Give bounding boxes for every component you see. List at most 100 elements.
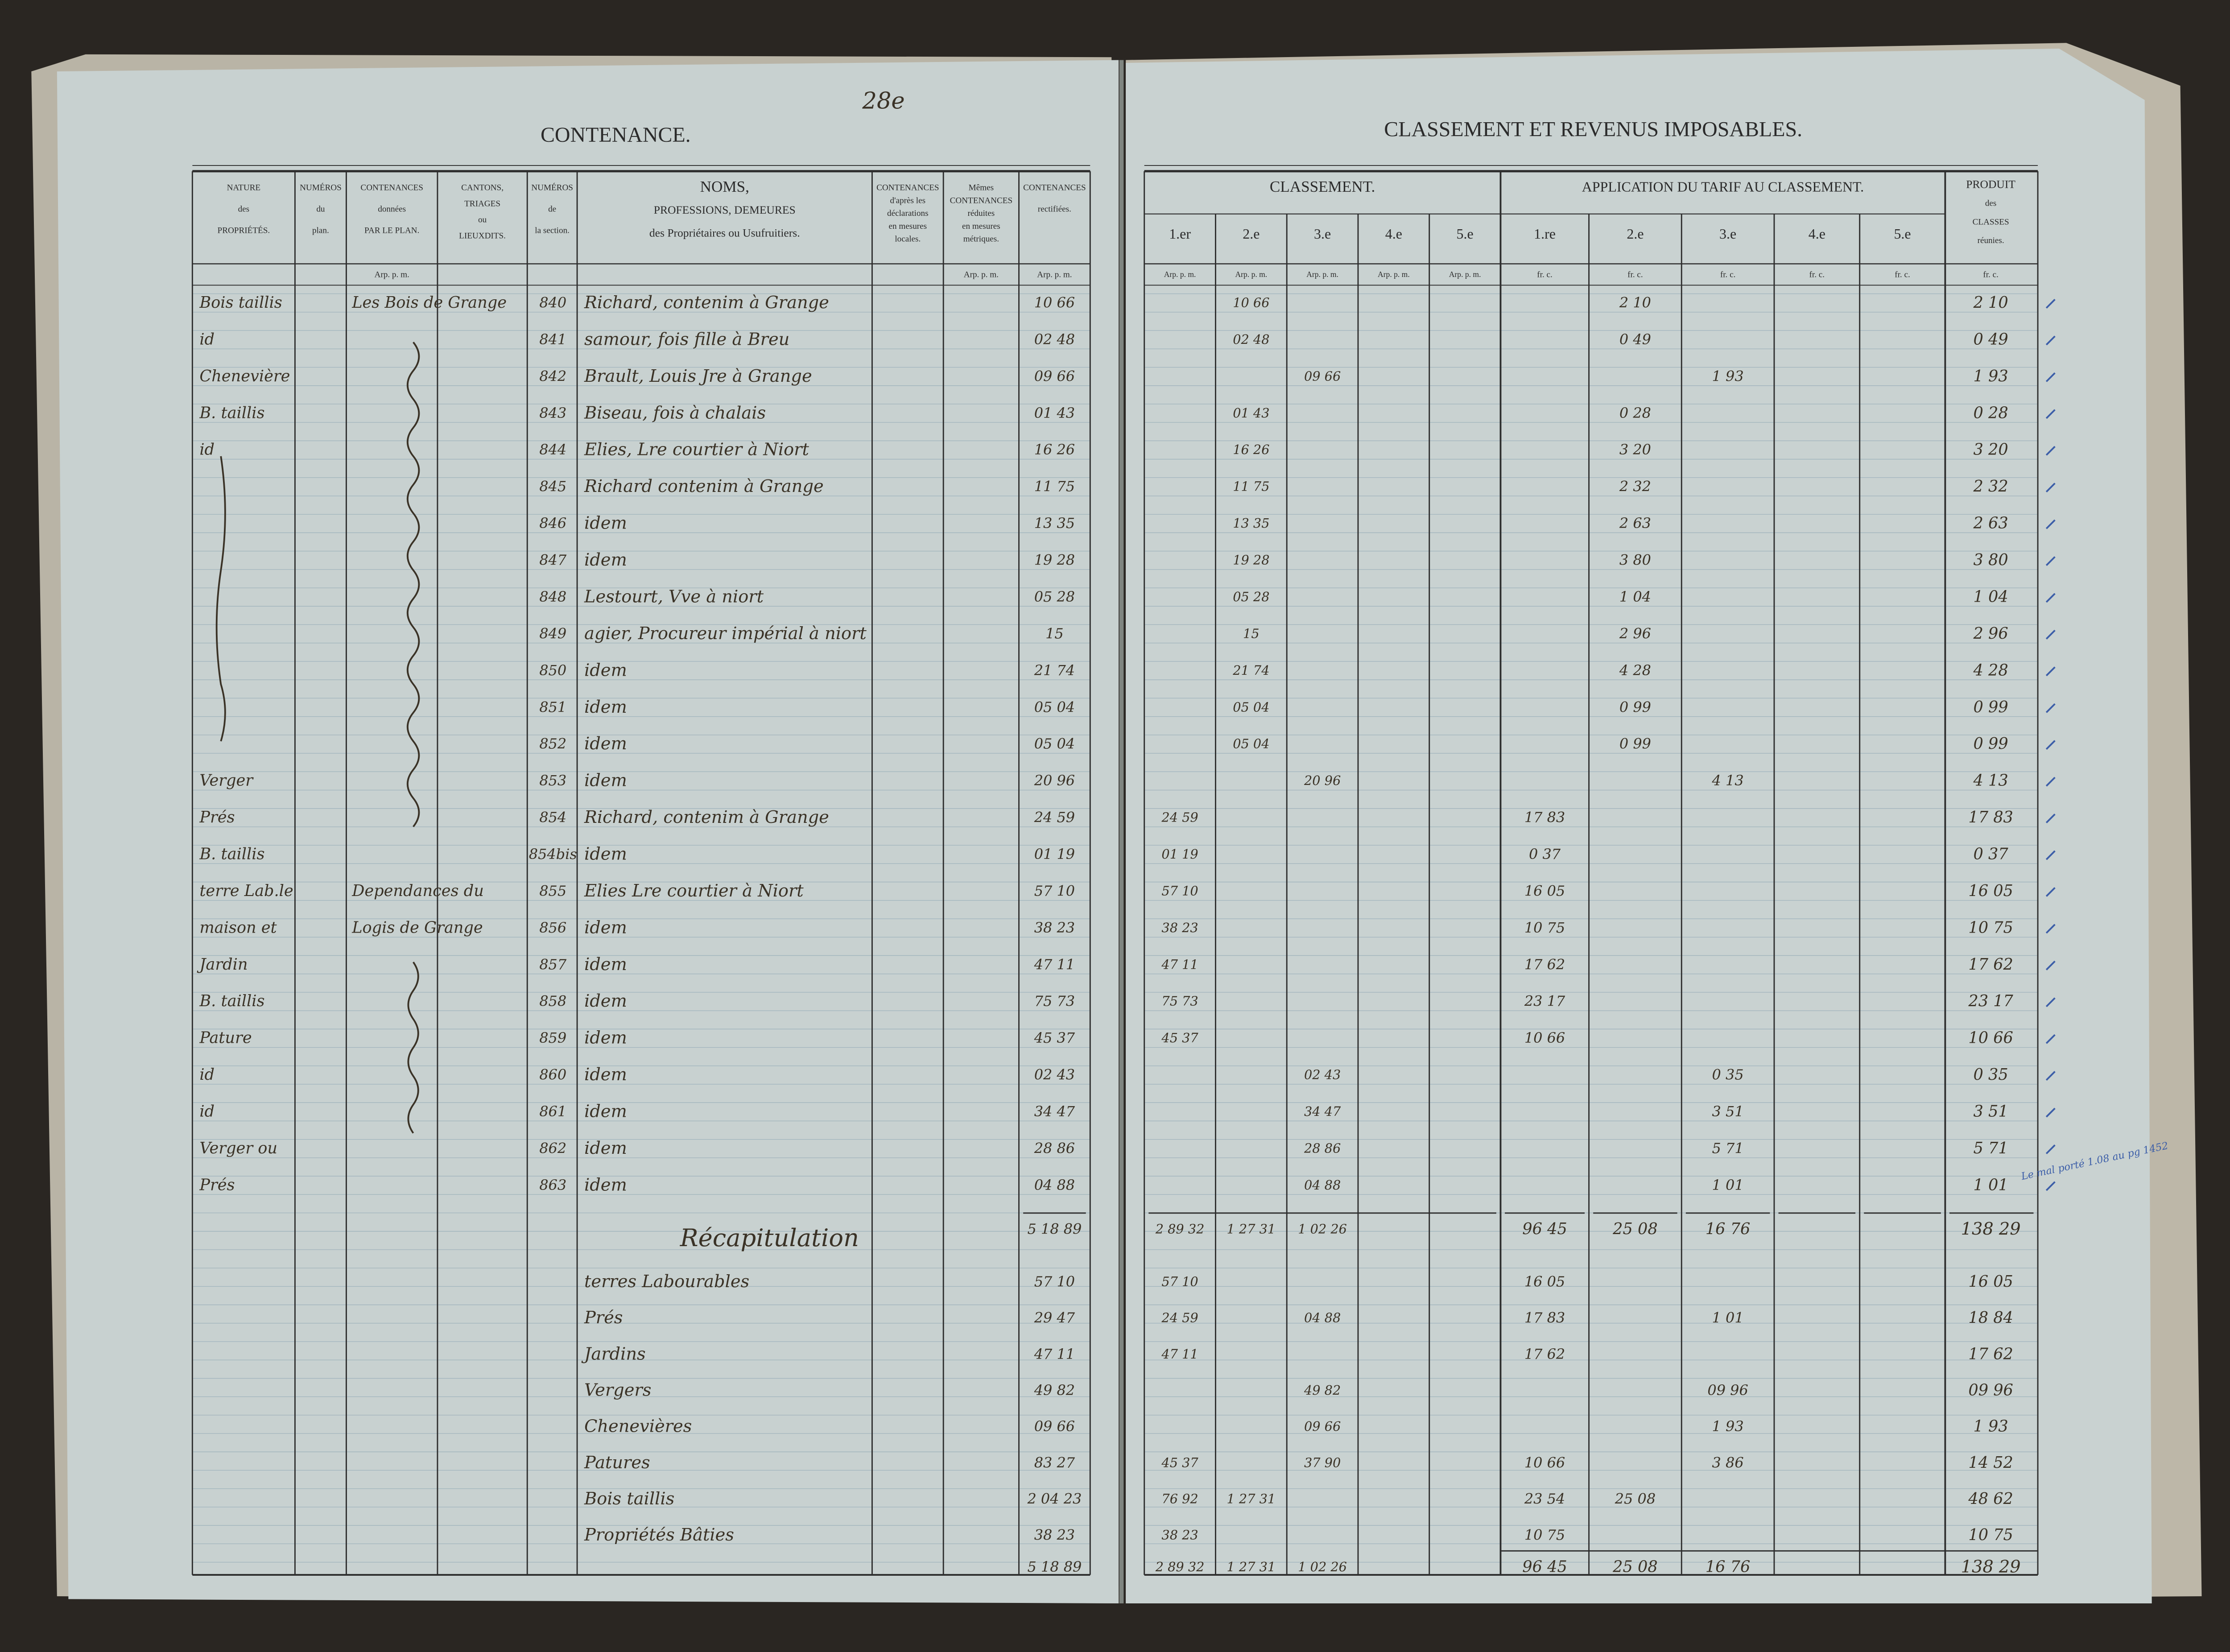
column-header: rectifiées. (1038, 205, 1071, 214)
tarif-value: 1 93 (1712, 368, 1744, 384)
contenance: 20 96 (1034, 772, 1075, 789)
classement-value: 05 04 (1233, 699, 1269, 714)
produit: 23 17 (1968, 992, 2013, 1010)
classement-value: 37 90 (1304, 1455, 1341, 1470)
classement-value: 75 73 (1161, 994, 1198, 1009)
classement-value: 38 23 (1161, 1528, 1198, 1543)
classement-value: 76 92 (1161, 1491, 1198, 1506)
tick-mark (2045, 335, 2056, 346)
produit: 16 05 (1968, 1272, 2013, 1291)
unit-label: Arp. p. m. (1164, 270, 1196, 279)
nature: B. taillis (199, 992, 264, 1010)
tarif-value: 3 80 (1619, 552, 1651, 569)
contenance: 15 (1045, 625, 1064, 642)
tarif-value: 25 08 (1612, 1220, 1658, 1238)
classement-value: 02 43 (1304, 1067, 1341, 1082)
classement-value: 1 27 31 (1226, 1222, 1276, 1237)
tarif-value: 2 63 (1619, 515, 1651, 532)
owner-name: idem (584, 771, 627, 791)
contenance: 28 86 (1034, 1140, 1075, 1156)
nature: id (199, 330, 215, 348)
column-header: du (316, 205, 325, 214)
numero: 855 (539, 882, 566, 899)
column-header: NUMÉROS (300, 183, 342, 193)
contenance: 45 37 (1034, 1029, 1075, 1046)
produit: 1 01 (1974, 1176, 2008, 1194)
column-header: Mêmes (969, 183, 994, 193)
owner-name: idem (584, 1028, 627, 1048)
owner-name: idem (584, 1175, 627, 1195)
column-header: d'après les (890, 196, 926, 205)
tarif-value: 17 83 (1524, 1309, 1565, 1326)
nature: Verger (199, 772, 254, 790)
numero: 850 (539, 662, 566, 679)
nature: Pature (199, 1029, 252, 1047)
recap-label: Vergers (584, 1380, 651, 1400)
tarif-value: 3 51 (1712, 1103, 1744, 1120)
tarif-value: 0 37 (1529, 846, 1561, 863)
contenance: 01 43 (1034, 405, 1075, 421)
column-header: données (378, 205, 406, 214)
classement-value: 1 27 31 (1226, 1491, 1276, 1506)
recap-label: Bois taillis (584, 1489, 674, 1509)
column-header: TRIAGES (464, 199, 500, 209)
tick-mark (2045, 299, 2056, 309)
recap-label: Propriétés Bâties (584, 1525, 734, 1545)
tarif-value: 3 20 (1619, 441, 1651, 458)
classement-value: 47 11 (1161, 1346, 1198, 1362)
class-header: 4.e (1385, 226, 1402, 242)
contenance: 24 59 (1034, 809, 1075, 826)
nature: B. taillis (199, 845, 264, 863)
numero: 842 (539, 368, 566, 384)
unit-label: Arp. p. m. (1235, 270, 1267, 279)
contenance: 75 73 (1034, 993, 1075, 1010)
tarif-class-header: 3.e (1719, 226, 1736, 242)
produit: 0 99 (1974, 735, 2008, 753)
contenance: 09 66 (1034, 368, 1075, 384)
class-header: 3.e (1314, 226, 1331, 242)
nature: maison et (199, 918, 277, 937)
produit-header: des (1985, 199, 1997, 208)
produit: 1 93 (1974, 1417, 2008, 1436)
tarif-value: 25 08 (1615, 1490, 1656, 1507)
unit-label: fr. c. (1895, 270, 1910, 279)
unit-label: Arp. p. m. (1306, 270, 1338, 279)
page-number: 28e (862, 88, 904, 114)
numero: 843 (539, 405, 566, 421)
tarif-value: 17 62 (1524, 1346, 1565, 1363)
column-header: NUMÉROS (531, 183, 573, 193)
tarif-value: 3 86 (1712, 1454, 1744, 1471)
tarif-value: 0 35 (1712, 1066, 1744, 1083)
numero: 847 (539, 552, 567, 569)
column-header: CONTENANCES (1023, 183, 1086, 193)
produit: 17 62 (1968, 1345, 2013, 1363)
total-produit: 138 29 (1961, 1557, 2021, 1577)
produit: 3 80 (1974, 551, 2008, 569)
classement-value: 38 23 (1161, 920, 1198, 935)
nature: id (199, 441, 215, 459)
tarif-value: 0 99 (1619, 698, 1651, 715)
tick-mark (2045, 446, 2056, 456)
tarif-value: 16 76 (1706, 1220, 1751, 1238)
produit: 0 37 (1974, 845, 2009, 863)
numero: 841 (539, 331, 566, 348)
tarif-value: 2 10 (1619, 294, 1651, 311)
tarif-value: 4 28 (1619, 662, 1651, 679)
numero: 857 (539, 956, 567, 973)
column-header: réduites (968, 209, 995, 218)
tick-mark (2045, 814, 2056, 824)
contenance: 57 10 (1034, 1273, 1075, 1290)
unit-label: Arp. p. m. (964, 270, 999, 279)
produit: 2 32 (1973, 477, 2008, 496)
contenance: 04 88 (1034, 1177, 1075, 1194)
nature: id (199, 1103, 215, 1121)
classement-value: 09 66 (1304, 1419, 1341, 1434)
produit: 17 62 (1968, 955, 2013, 974)
column-header: PAR LE PLAN. (364, 226, 419, 235)
produit: 4 13 (1973, 772, 2008, 790)
column-header: des Propriétaires ou Usufruitiers. (649, 226, 800, 239)
classement-value: 16 26 (1233, 442, 1269, 457)
tick-mark (2045, 740, 2056, 750)
tarif-value: 1 93 (1712, 1418, 1744, 1435)
owner-name: idem (584, 550, 627, 570)
